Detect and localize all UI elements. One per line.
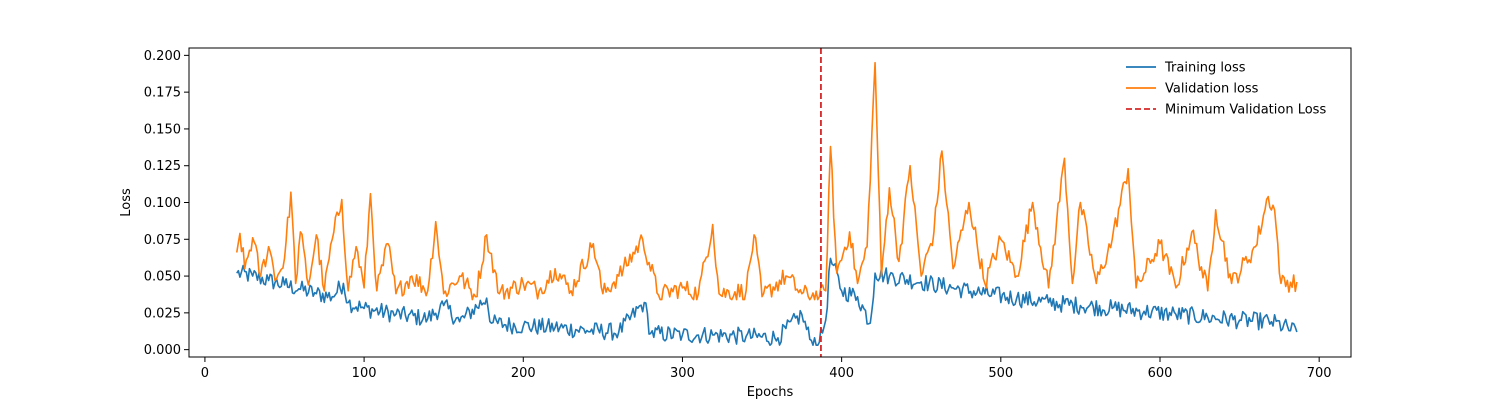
axes: 0 100 200 300 400 500 600 700 0.000 0.025 0.050 0.0… [144,47,1352,381]
plot-area [235,48,1298,357]
x-axis-label: Epochs [747,385,794,400]
x-tick-label: 600 [1148,366,1173,381]
x-tick-label: 100 [352,366,377,381]
x-tick-label: 700 [1307,366,1332,381]
x-tick-label: 500 [988,366,1013,381]
legend-label: Minimum Validation Loss [1165,103,1326,118]
series-line-validation-loss [235,61,1298,301]
legend-label: Validation loss [1165,82,1259,97]
y-tick-label: 0.100 [144,196,181,211]
x-tick-label: 0 [201,366,209,381]
y-tick-label: 0.050 [144,270,181,285]
x-tick-label: 300 [670,366,695,381]
y-tick-label: 0.125 [144,159,181,174]
y-axis-label: Loss [119,188,134,217]
legend-label: Training loss [1164,61,1246,76]
y-tick-label: 0.025 [144,306,181,321]
x-tick-label: 400 [829,366,854,381]
x-tick-label: 200 [511,366,536,381]
y-tick-label: 0.175 [144,86,181,101]
y-tick-label: 0.150 [144,122,181,137]
series-line-training-loss [236,257,1298,347]
y-tick-label: 0.000 [144,343,181,358]
y-tick-label: 0.075 [144,233,181,248]
y-tick-label: 0.200 [144,49,181,64]
legend: Training loss Validation loss Minimum Vali… [1126,61,1326,118]
